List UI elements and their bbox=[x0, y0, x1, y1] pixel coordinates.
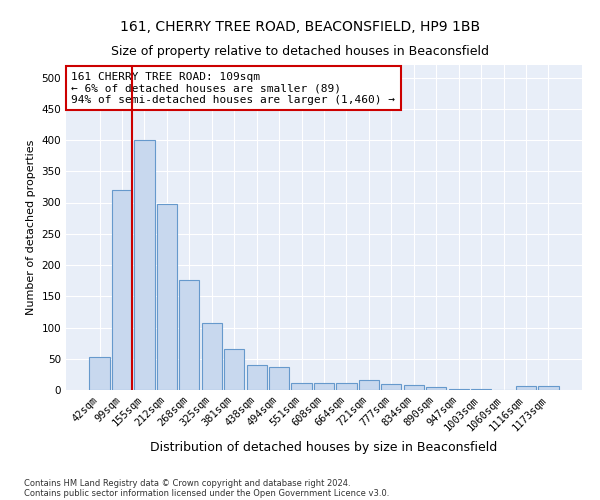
Text: 161, CHERRY TREE ROAD, BEACONSFIELD, HP9 1BB: 161, CHERRY TREE ROAD, BEACONSFIELD, HP9… bbox=[120, 20, 480, 34]
Bar bbox=[516, 386, 536, 390]
Bar bbox=[157, 204, 177, 390]
Bar bbox=[292, 382, 311, 390]
Bar bbox=[381, 384, 401, 390]
Bar bbox=[426, 387, 446, 390]
Bar bbox=[247, 365, 267, 390]
Text: Contains public sector information licensed under the Open Government Licence v3: Contains public sector information licen… bbox=[24, 488, 389, 498]
Bar bbox=[89, 357, 110, 390]
Text: Size of property relative to detached houses in Beaconsfield: Size of property relative to detached ho… bbox=[111, 45, 489, 58]
Bar bbox=[449, 389, 469, 390]
Bar bbox=[179, 280, 199, 390]
Bar bbox=[269, 367, 289, 390]
Bar bbox=[314, 383, 334, 390]
X-axis label: Distribution of detached houses by size in Beaconsfield: Distribution of detached houses by size … bbox=[151, 441, 497, 454]
Bar bbox=[224, 350, 244, 390]
Bar bbox=[112, 190, 132, 390]
Text: Contains HM Land Registry data © Crown copyright and database right 2024.: Contains HM Land Registry data © Crown c… bbox=[24, 478, 350, 488]
Bar bbox=[359, 380, 379, 390]
Bar bbox=[538, 386, 559, 390]
Text: 161 CHERRY TREE ROAD: 109sqm
← 6% of detached houses are smaller (89)
94% of sem: 161 CHERRY TREE ROAD: 109sqm ← 6% of det… bbox=[71, 72, 395, 104]
Bar bbox=[202, 323, 222, 390]
Bar bbox=[134, 140, 155, 390]
Bar bbox=[404, 385, 424, 390]
Bar bbox=[337, 383, 356, 390]
Y-axis label: Number of detached properties: Number of detached properties bbox=[26, 140, 36, 315]
